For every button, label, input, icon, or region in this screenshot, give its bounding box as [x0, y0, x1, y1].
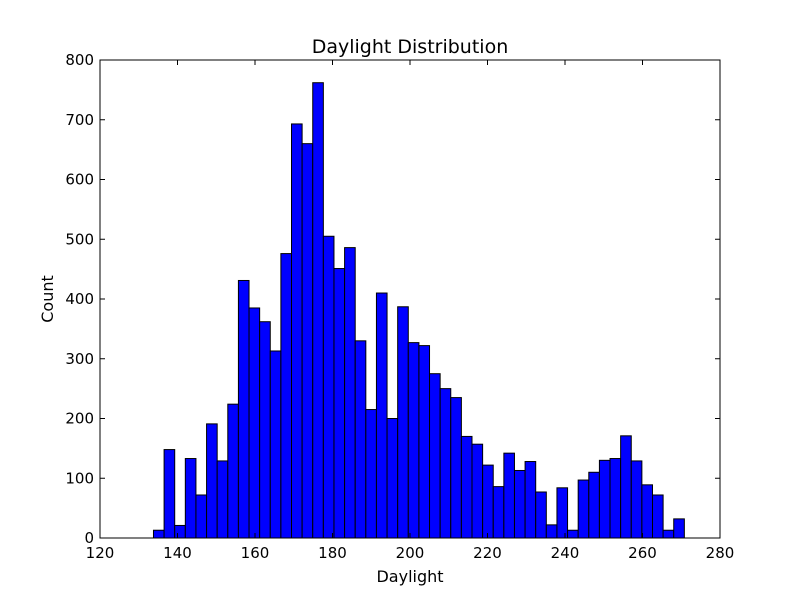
histogram-bar — [524, 461, 537, 539]
y-tick-label: 200 — [65, 410, 94, 428]
x-axis: 120 140 160 180 200 220 240 260 280 — [86, 60, 735, 562]
y-tick-label: 100 — [65, 469, 94, 487]
histogram-bar — [662, 529, 675, 539]
x-tick-label: 160 — [241, 544, 270, 562]
x-tick-label: 260 — [628, 544, 657, 562]
histogram-bar — [354, 340, 367, 539]
histogram-bar — [344, 247, 356, 539]
histogram-bar — [280, 253, 293, 539]
histogram-bar — [163, 449, 176, 539]
x-tick-label: 280 — [706, 544, 735, 562]
histogram-bar — [673, 518, 685, 539]
y-tick-label: 400 — [65, 290, 94, 308]
histogram-bar — [620, 435, 632, 539]
x-tick-label: 180 — [318, 544, 347, 562]
histogram-bar — [535, 491, 547, 539]
histogram-bar — [429, 373, 441, 539]
y-tick-label: 500 — [65, 230, 94, 248]
histogram-bar — [227, 403, 239, 539]
histogram-bar — [641, 484, 653, 539]
y-tick-label: 600 — [65, 171, 94, 189]
histogram-bar — [482, 464, 494, 539]
histogram-bar — [248, 307, 261, 539]
x-tick-label: 220 — [473, 544, 502, 562]
histogram-bar — [206, 423, 218, 539]
histogram-bar — [184, 458, 197, 539]
x-axis-label: Daylight — [376, 567, 443, 586]
histogram-bar — [567, 529, 579, 539]
histogram-bar — [312, 82, 324, 539]
histogram-bar — [577, 479, 590, 539]
histogram-bar — [630, 460, 643, 539]
histogram-bar — [322, 235, 335, 539]
x-tick-label: 120 — [86, 544, 115, 562]
histogram-bar — [237, 279, 250, 539]
chart-title: Daylight Distribution — [312, 36, 509, 58]
histogram-bar — [609, 458, 622, 539]
histogram-bar — [216, 460, 229, 539]
histogram-bar — [174, 524, 186, 539]
histogram-bar — [556, 487, 569, 539]
histogram-bar — [513, 469, 526, 539]
histogram-bar — [152, 529, 165, 539]
bars-group — [152, 82, 685, 539]
histogram-bar — [269, 350, 282, 539]
y-tick-label: 700 — [65, 111, 94, 129]
histogram-bar — [503, 452, 515, 539]
histogram-bar — [397, 306, 409, 539]
histogram-bar — [492, 486, 505, 539]
histogram-bar — [259, 321, 271, 539]
x-tick-label: 240 — [551, 544, 580, 562]
x-tick-label: 140 — [163, 544, 192, 562]
histogram-bar — [471, 443, 484, 539]
histogram-bar — [439, 388, 452, 539]
y-tick-label: 800 — [65, 51, 94, 69]
histogram-bar — [407, 342, 420, 539]
histogram-bar — [301, 143, 314, 539]
histogram-bar — [450, 397, 462, 539]
histogram-bar — [375, 292, 388, 539]
histogram-bar — [598, 459, 611, 539]
histogram-bar — [460, 435, 473, 539]
histogram-bar — [651, 494, 664, 539]
histogram-bar — [195, 494, 208, 539]
y-tick-label: 300 — [65, 350, 94, 368]
histogram-bar — [291, 123, 303, 539]
histogram-bar — [588, 471, 600, 539]
histogram-bar — [386, 418, 399, 539]
y-axis-label: Count — [38, 275, 57, 323]
y-tick-label: 0 — [84, 529, 94, 547]
histogram-bar — [418, 345, 431, 539]
histogram-bar — [333, 268, 346, 539]
histogram-bar — [365, 409, 377, 539]
histogram-bar — [545, 524, 558, 539]
y-axis: 0 100 200 300 400 500 600 700 800 — [65, 51, 720, 547]
x-tick-label: 200 — [396, 544, 425, 562]
